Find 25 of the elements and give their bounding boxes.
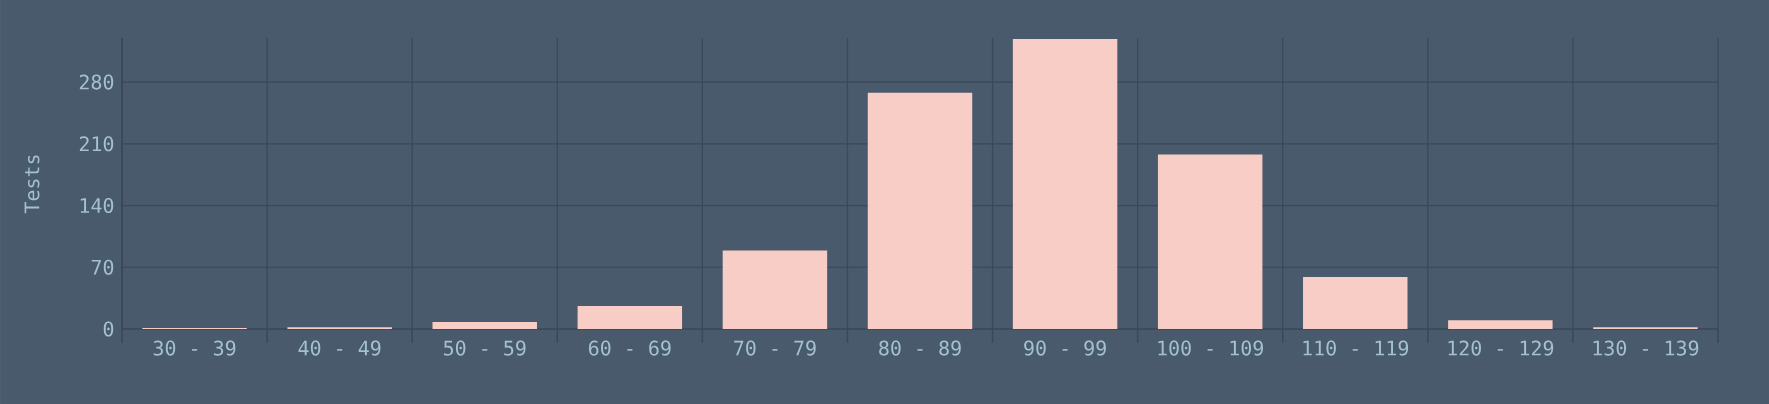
y-tick-label: 210	[79, 136, 114, 152]
bar	[1303, 276, 1408, 329]
bar	[1157, 154, 1263, 329]
y-tick-label: 140	[80, 197, 114, 214]
x-tick-label: 80 - 89	[879, 340, 961, 356]
x-tick-label: 110 - 119	[1303, 340, 1409, 356]
x-tick-label: 40 - 49	[298, 340, 381, 356]
x-tick-label: 100 - 109	[1158, 340, 1263, 356]
bar	[432, 321, 537, 329]
y-tick-label: 280	[79, 74, 114, 90]
x-tick-label: 70 - 79	[734, 340, 816, 356]
y-axis-title: Tests	[24, 155, 40, 214]
bar	[722, 250, 828, 329]
x-tick-label: 120 - 129	[1448, 340, 1554, 356]
x-tick-label: 130 - 139	[1593, 340, 1699, 356]
bar	[1012, 38, 1118, 329]
x-tick-label: 50 - 59	[444, 340, 526, 356]
bar	[1448, 320, 1553, 329]
bar	[867, 92, 973, 329]
bar	[577, 306, 683, 329]
y-tick-label: 0	[103, 321, 114, 337]
x-tick-label: 30 - 39	[153, 340, 236, 356]
x-tick-label: 90 - 99	[1024, 340, 1106, 356]
x-tick-label: 60 - 69	[588, 340, 671, 356]
y-tick-label: 70	[91, 259, 114, 275]
